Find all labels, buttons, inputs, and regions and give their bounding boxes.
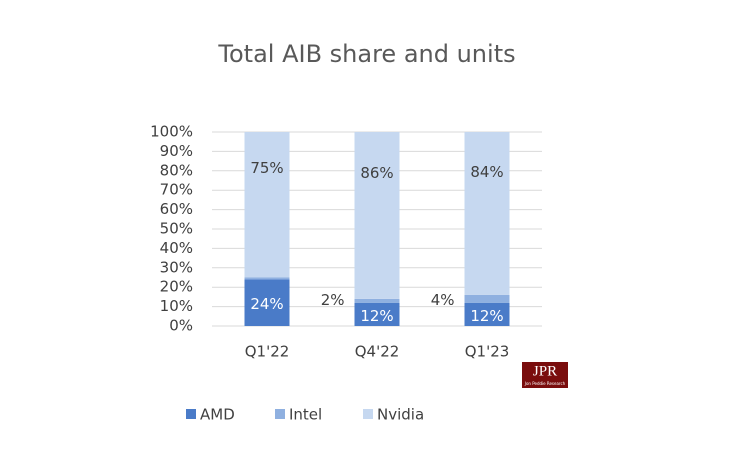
bar-segment [464, 132, 510, 295]
bar-segment [244, 279, 290, 326]
logo-text: JPR [533, 363, 557, 379]
y-tick-label: 20% [160, 278, 193, 296]
logo-subtext: Jon Peddie Research [524, 381, 566, 386]
data-label: 2% [321, 291, 345, 309]
y-tick-label: 90% [160, 142, 193, 160]
bar-segment [244, 132, 290, 278]
legend-swatch [363, 409, 373, 419]
data-label: 12% [360, 307, 393, 325]
x-tick-label: Q4'22 [355, 343, 400, 361]
y-tick-label: 60% [160, 200, 193, 218]
bar-segment [464, 294, 510, 303]
legend-label: Intel [289, 406, 322, 424]
bar-segment [354, 298, 400, 303]
y-tick-label: 50% [160, 220, 193, 238]
logo-box [522, 362, 568, 388]
bar-segment [354, 132, 400, 299]
data-label: 4% [431, 291, 455, 309]
logo: JPR Jon Peddie Research [522, 362, 568, 388]
data-label: 12% [470, 307, 503, 325]
legend-label: Nvidia [377, 406, 424, 424]
y-tick-label: 100% [150, 123, 193, 141]
data-label: 86% [360, 164, 393, 182]
legend-label: AMD [200, 406, 235, 424]
bar-segment [354, 302, 400, 326]
chart-title: Total AIB share and units [217, 40, 515, 68]
bar-segment [244, 277, 290, 280]
y-tick-label: 30% [160, 258, 193, 276]
y-tick-label: 10% [160, 297, 193, 315]
bar-segment [464, 302, 510, 326]
y-tick-label: 80% [160, 161, 193, 179]
x-tick-label: Q1'22 [245, 343, 290, 361]
legend-swatch [275, 409, 285, 419]
data-label: 75% [250, 159, 283, 177]
y-tick-label: 70% [160, 181, 193, 199]
x-tick-label: Q1'23 [465, 343, 510, 361]
y-tick-label: 0% [169, 317, 193, 335]
y-tick-label: 40% [160, 239, 193, 257]
data-label: 84% [470, 163, 503, 181]
legend-swatch [186, 409, 196, 419]
data-label: 24% [250, 295, 283, 313]
